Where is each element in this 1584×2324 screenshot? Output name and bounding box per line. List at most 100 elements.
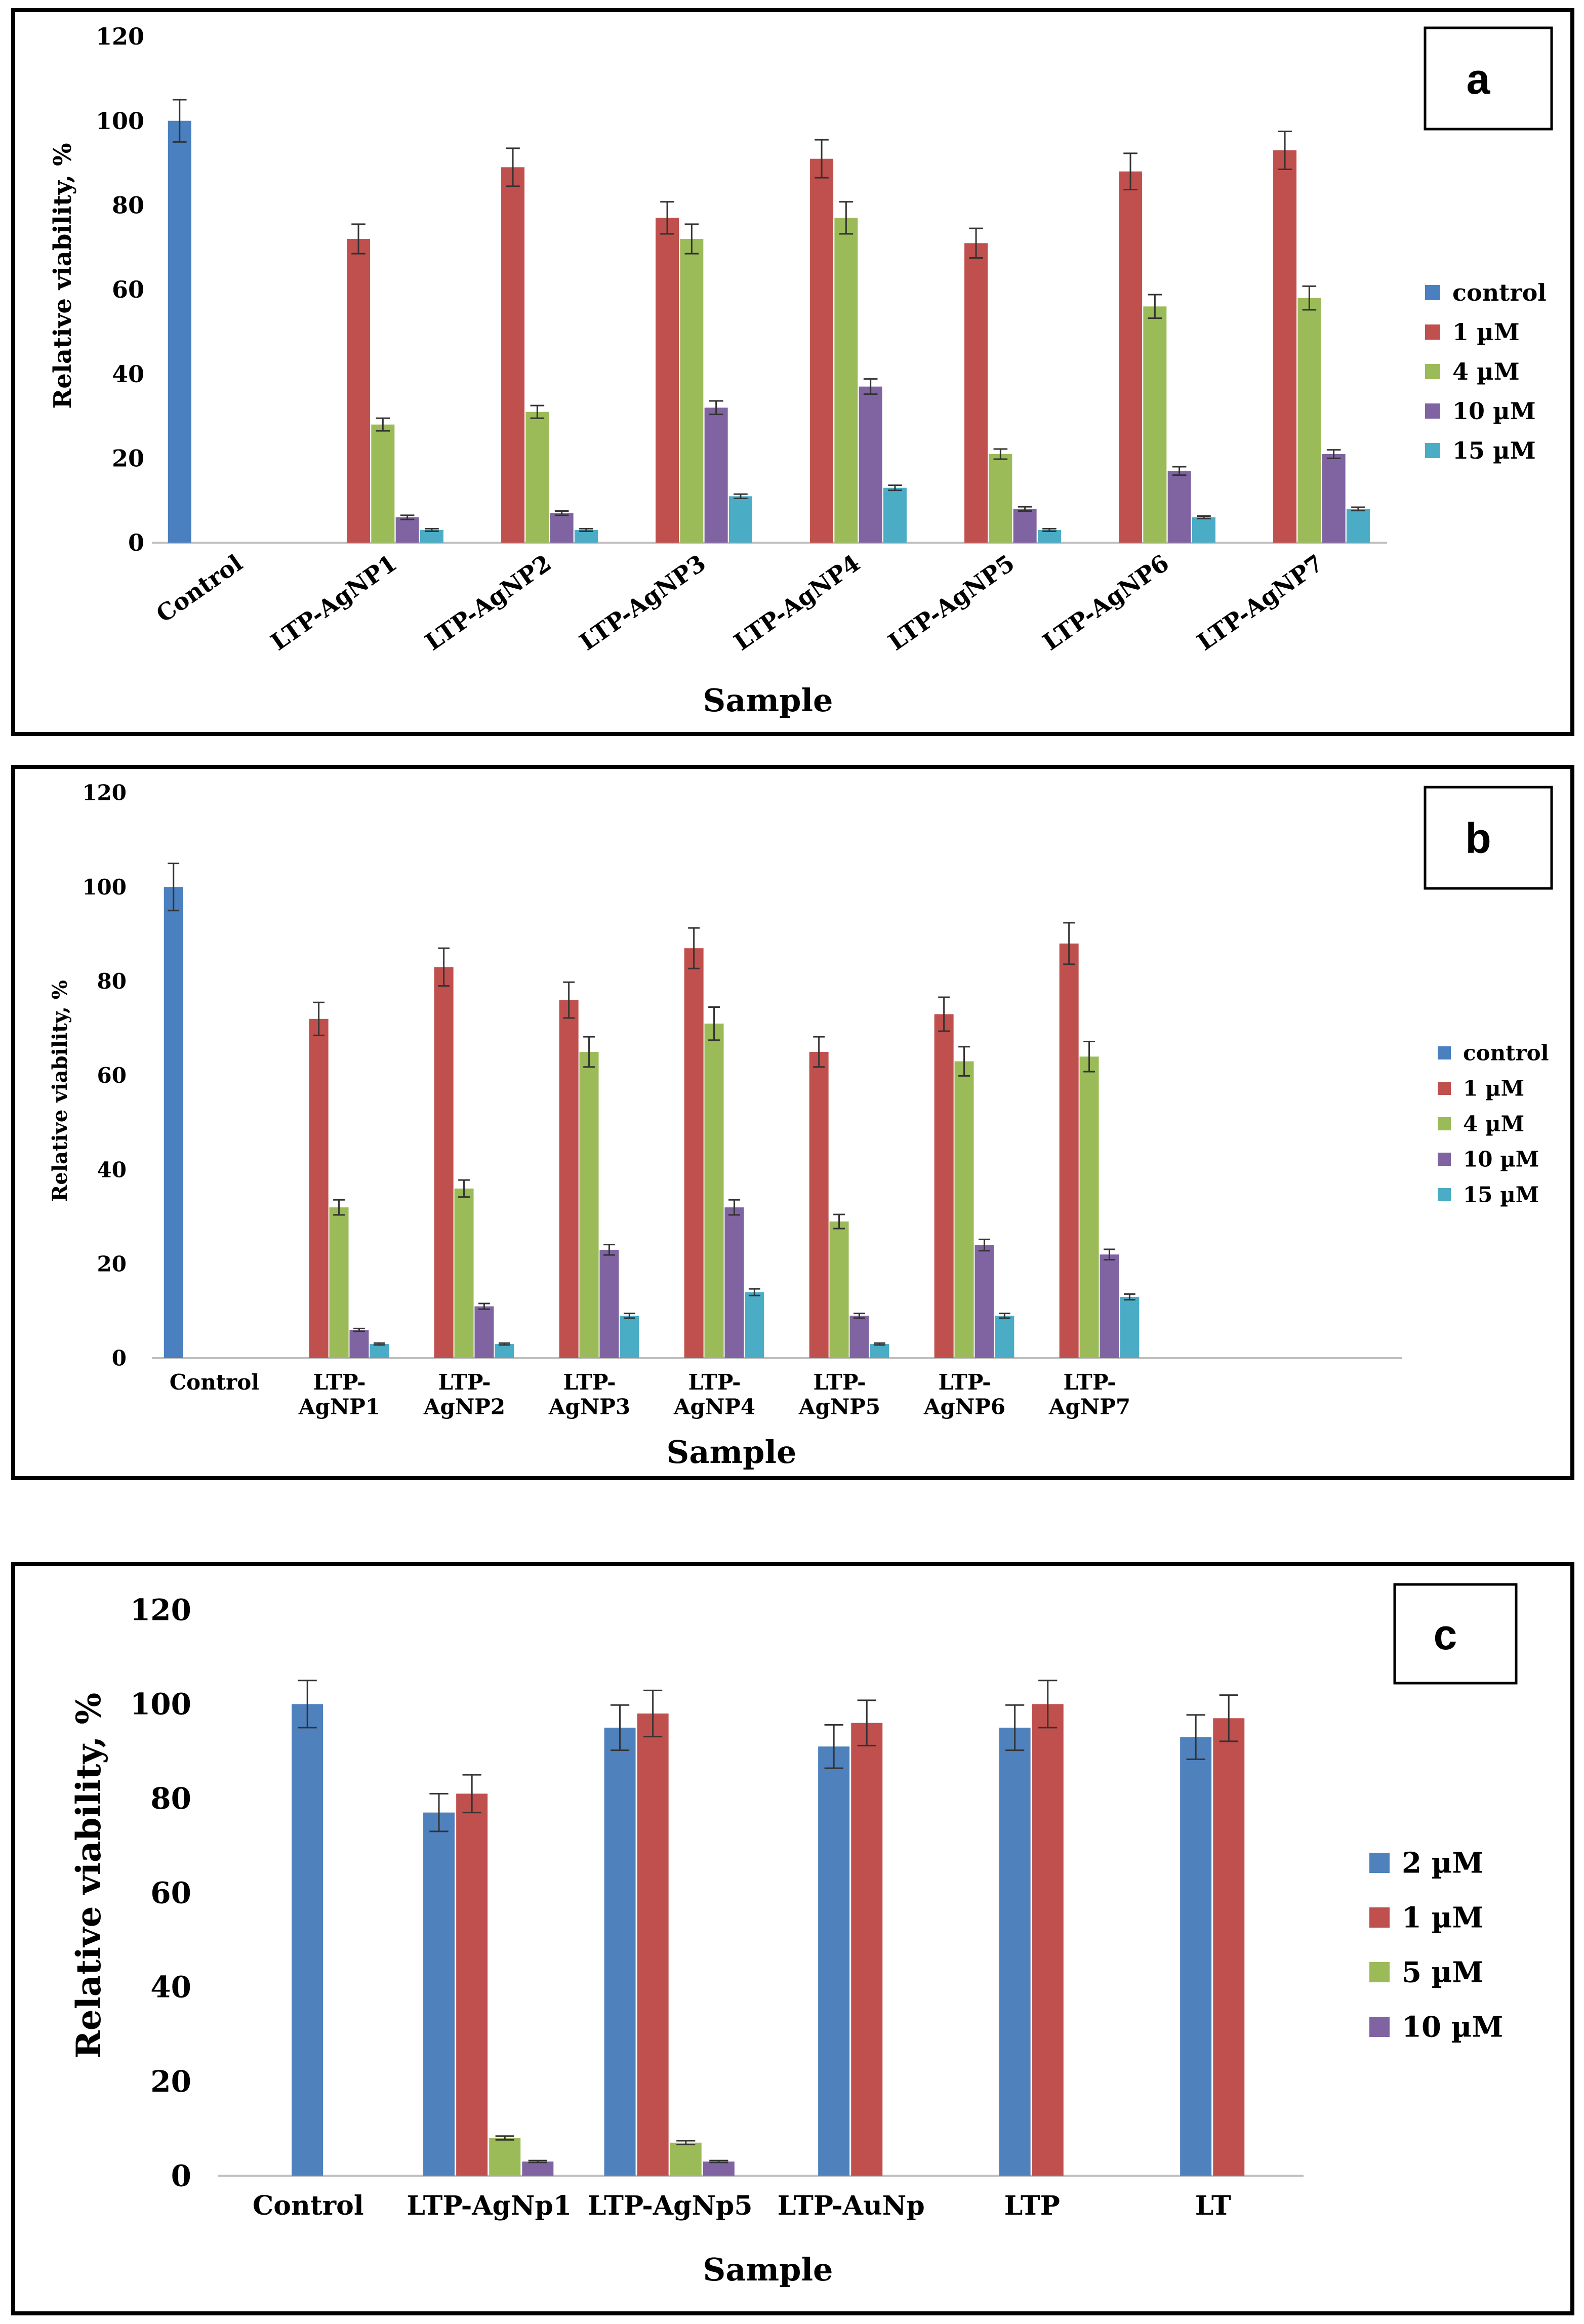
- bar-4m-5: [829, 1221, 849, 1358]
- bar-1m-3: [851, 1723, 883, 2176]
- legend-entry: 10 µM: [1452, 397, 1536, 425]
- bar-4m-4: [704, 1024, 724, 1358]
- bar-1m-4: [810, 158, 834, 543]
- bar-1m-6: [934, 1014, 954, 1358]
- bar-1m-7: [1273, 150, 1297, 543]
- bar-4m-6: [1143, 306, 1167, 543]
- bar-1m-7: [1059, 943, 1079, 1358]
- y-tick-label: 100: [96, 107, 144, 135]
- bar-4m-3: [680, 239, 704, 543]
- y-tick-label: 120: [130, 1593, 191, 1627]
- bar-10m-7: [1322, 454, 1346, 543]
- panel-a-x-tick-labels: Control LTP-AgNP1 LTP-AgNP2 LTP-AgNP3 LTP-Ag…: [151, 549, 1328, 656]
- x-tick-label: Control: [170, 1370, 259, 1395]
- legend-swatch: [1425, 285, 1440, 300]
- bar-10m-1: [349, 1330, 369, 1358]
- bar-4m-6: [954, 1061, 974, 1358]
- panel-c-label: c: [1434, 1611, 1457, 1658]
- bar-2m-5: [1180, 1737, 1212, 2176]
- bar-1m-4: [684, 948, 704, 1358]
- y-tick-label: 40: [97, 1157, 127, 1182]
- bar-10m-4: [724, 1207, 744, 1358]
- bar-5m-2: [670, 2142, 702, 2176]
- x-tick-label: LTP-AgNP7: [1192, 549, 1328, 656]
- bar-10m-1: [522, 2162, 554, 2176]
- bar-1m-5: [809, 1051, 829, 1358]
- legend-entry: 10 µM: [1402, 2011, 1503, 2044]
- bar-4m-2: [454, 1188, 474, 1358]
- legend-entry: 1 µM: [1402, 1901, 1483, 1935]
- panel-a-label: a: [1467, 55, 1491, 103]
- x-tick-label: LTP: [1004, 2190, 1060, 2221]
- bar-4m-4: [834, 218, 858, 543]
- bar-15m-6: [995, 1316, 1014, 1358]
- bar-15m-1: [420, 530, 443, 543]
- x-tick-label: LTP-AgNp1: [407, 2190, 572, 2221]
- y-tick-label: 80: [97, 969, 127, 994]
- x-tick-label: LTP-AgNP7: [1048, 1370, 1130, 1419]
- panel-b-label: b: [1465, 814, 1491, 862]
- panel-c-x-axis-label: Sample: [703, 2251, 833, 2288]
- x-tick-label: LTP-AgNP3: [548, 1370, 630, 1419]
- panel-b: 0 20 40 60 80 100 120 Control LTP-AgNP1 LTP-AgNP…: [11, 765, 1574, 1480]
- bar-5m-1: [489, 2138, 521, 2176]
- panel-a-frame: [11, 8, 1574, 736]
- bar-10m-2: [474, 1306, 494, 1358]
- y-tick-label: 60: [112, 276, 144, 303]
- legend-entry: control: [1452, 279, 1547, 306]
- bar-10m-6: [974, 1245, 994, 1358]
- panel-c: 0 20 40 60 80 100 120 Control LTP-AgNp1 LTP-AgNp…: [11, 1562, 1574, 2315]
- legend-entry: control: [1463, 1041, 1549, 1066]
- bar-4m-5: [989, 454, 1012, 543]
- x-tick-label: LTP-AgNP1: [266, 549, 402, 656]
- bar-15m-6: [1192, 517, 1215, 543]
- x-tick-label: LTP-AgNP1: [298, 1370, 380, 1419]
- x-tick-label: LTP-AgNP4: [729, 549, 865, 656]
- x-tick-label: LTP-AgNP2: [423, 1370, 505, 1419]
- panel-b-bars: [164, 863, 1140, 1358]
- y-tick-label: 0: [171, 2158, 191, 2193]
- bar-10m-4: [859, 386, 882, 543]
- x-tick-label: LTP-AuNp: [778, 2190, 925, 2221]
- x-tick-label: LT: [1195, 2190, 1231, 2221]
- bar-control-0: [168, 120, 191, 543]
- bar-1m-6: [1119, 171, 1143, 543]
- panel-c-legend: 2 µM 1 µM 5 µM 10 µM: [1369, 1847, 1503, 2044]
- bar-15m-3: [728, 496, 752, 543]
- y-tick-label: 120: [82, 781, 127, 805]
- bar-10m-5: [849, 1316, 869, 1358]
- bar-10m-2: [550, 513, 574, 543]
- bar-15m-2: [574, 530, 598, 543]
- legend-entry: 5 µM: [1402, 1956, 1483, 1989]
- legend-swatch: [1369, 2017, 1390, 2037]
- bar-10m-3: [599, 1249, 619, 1358]
- bar-15m-5: [870, 1344, 889, 1358]
- legend-swatch: [1438, 1046, 1451, 1059]
- bar-10m-5: [1013, 509, 1037, 543]
- bar-10m-1: [395, 517, 419, 543]
- bar-1m-2: [434, 967, 454, 1358]
- legend-swatch: [1369, 1907, 1390, 1928]
- bar-4m-1: [371, 424, 395, 543]
- y-tick-label: 120: [96, 23, 144, 50]
- panel-a-label-box: [1424, 26, 1553, 131]
- legend-entry: 15 µM: [1452, 437, 1536, 464]
- x-tick-label: LTP-AgNP6: [1038, 549, 1174, 656]
- bar-1m-3: [559, 1000, 579, 1358]
- y-tick-label: 80: [150, 1781, 191, 1816]
- panel-b-y-ticks: 0 20 40 60 80 100 120: [82, 781, 127, 1371]
- x-tick-label: LTP-AgNP5: [798, 1370, 880, 1419]
- panel-c-x-tick-labels: Control LTP-AgNp1 LTP-AgNp5 LTP-AuNp LTP LT: [253, 2190, 1231, 2221]
- panel-a-legend: control 1 µM 4 µM 10 µM 15 µM: [1425, 279, 1547, 464]
- legend-swatch: [1438, 1082, 1451, 1095]
- bar-4m-1: [329, 1207, 349, 1358]
- bar-15m-4: [883, 487, 907, 543]
- bar-15m-4: [745, 1292, 764, 1358]
- panel-a-y-axis-label: Relative viability, %: [49, 143, 77, 409]
- bar-1m-1: [347, 239, 371, 543]
- y-tick-label: 100: [82, 875, 127, 900]
- y-tick-label: 100: [130, 1687, 191, 1722]
- legend-entry: 4 µM: [1463, 1112, 1524, 1136]
- panel-b-frame: [11, 765, 1574, 1480]
- panel-a-x-axis-label: Sample: [703, 682, 833, 719]
